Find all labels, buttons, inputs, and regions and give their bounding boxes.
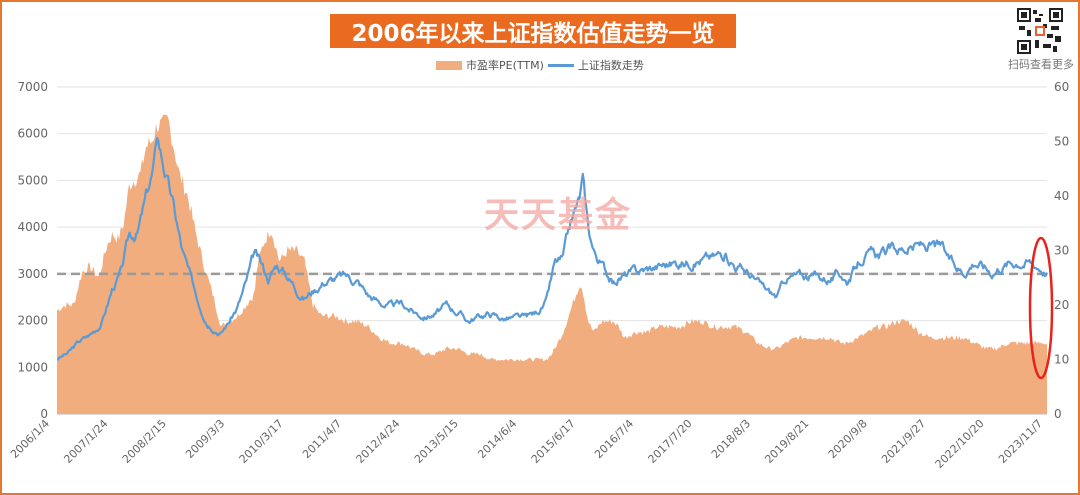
- y-right-tick-label: 40: [1054, 189, 1069, 203]
- y-right-tick-label: 50: [1054, 135, 1069, 149]
- y-left-tick-label: 5000: [17, 173, 48, 187]
- x-tick-label: 2009/3/3: [183, 417, 227, 461]
- y-left-tick-label: 1000: [17, 360, 48, 374]
- x-tick-label: 2008/2/15: [120, 417, 169, 466]
- pe-area-series: [57, 114, 1047, 414]
- chart-legend: 市盈率PE(TTM) 上证指数走势: [436, 58, 644, 72]
- y-left-tick-label: 0: [40, 407, 48, 421]
- x-tick-label: 2011/4/7: [300, 417, 344, 461]
- x-tick-label: 2012/4/24: [354, 417, 403, 466]
- y-right-tick-label: 0: [1054, 407, 1062, 421]
- index-line-series: [56, 136, 1049, 361]
- x-tick-label: 2022/10/20: [933, 417, 987, 471]
- x-tick-label: 2018/8/3: [709, 417, 753, 461]
- y-right-tick-label: 10: [1054, 353, 1069, 367]
- y-right-tick-label: 20: [1054, 298, 1069, 312]
- legend-label-index: 上证指数走势: [577, 59, 644, 72]
- y-left-tick-label: 3000: [17, 267, 48, 281]
- legend-swatch-index: [547, 63, 574, 67]
- x-tick-label: 2019/8/21: [762, 417, 811, 466]
- y-right-tick-label: 60: [1054, 80, 1069, 94]
- x-tick-label: 2020/9/8: [826, 417, 870, 461]
- x-tick-label: 2023/11/7: [996, 417, 1045, 466]
- legend-swatch-pe: [436, 60, 462, 70]
- y-left-tick-label: 4000: [17, 220, 48, 234]
- y-left-tick-label: 6000: [17, 127, 48, 141]
- x-tick-label: 2006/1/4: [8, 417, 52, 461]
- x-tick-label: 2013/5/15: [412, 417, 461, 466]
- x-tick-label: 2010/3/17: [237, 417, 286, 466]
- legend-label-pe: 市盈率PE(TTM): [466, 59, 544, 72]
- qr-caption: 扫码查看更多: [1008, 58, 1074, 71]
- x-tick-label: 2016/7/4: [592, 417, 636, 461]
- x-tick-label: 2017/7/20: [646, 417, 695, 466]
- x-tick-label: 2015/6/17: [529, 417, 578, 466]
- highlight-ellipse: [1028, 236, 1054, 380]
- y-left-tick-label: 2000: [17, 314, 48, 328]
- x-tick-label: 2014/6/4: [475, 417, 519, 461]
- x-tick-label: 2007/1/24: [61, 417, 110, 466]
- y-right-tick-label: 30: [1054, 244, 1069, 258]
- watermark: 天天基金: [484, 196, 633, 236]
- chart-title: 2006年以来上证指数估值走势一览: [330, 14, 736, 48]
- qr-code-icon[interactable]: [1017, 8, 1063, 54]
- x-tick-label: 2021/9/27: [879, 417, 928, 466]
- y-left-tick-label: 7000: [17, 80, 48, 94]
